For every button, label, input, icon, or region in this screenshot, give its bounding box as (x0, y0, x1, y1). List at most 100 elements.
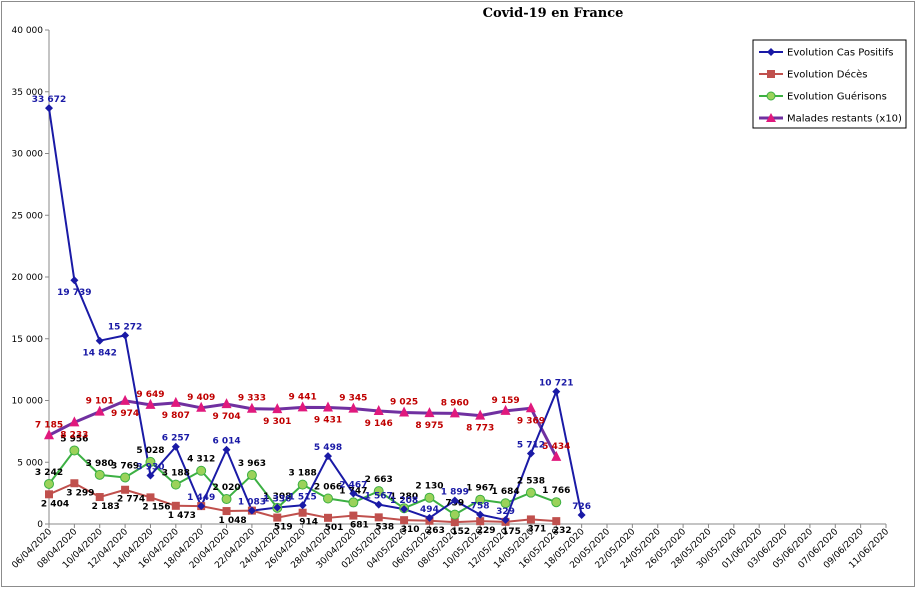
data-point-malades (246, 402, 257, 413)
data-label: 3 188 (289, 469, 317, 479)
data-label: 8 233 (60, 430, 88, 440)
y-tick-label: 20 000 (12, 273, 44, 283)
data-label: 2 467 (339, 481, 367, 491)
data-label: 1 083 (238, 498, 266, 508)
data-label: 519 (274, 523, 293, 533)
data-label: 2 156 (142, 502, 170, 512)
data-label: 1 308 (263, 492, 291, 502)
data-point-guerisons (348, 497, 359, 508)
data-point-malades (297, 401, 308, 412)
data-label: 2 020 (212, 483, 240, 493)
data-label: 9 441 (289, 392, 317, 402)
data-label: 1 766 (542, 486, 570, 496)
y-tick-label: 40 000 (12, 26, 44, 36)
data-label: 5 712 (517, 440, 545, 450)
data-label: 6 257 (162, 434, 190, 444)
data-point-deces (324, 513, 332, 522)
data-label: 3 769 (111, 461, 139, 471)
data-label: 3 963 (238, 459, 266, 469)
legend-marker (766, 91, 776, 101)
data-point-malades (94, 405, 105, 416)
data-point-deces (526, 515, 535, 524)
data-point-deces (400, 516, 409, 525)
data-point-malades (475, 409, 486, 420)
data-label: 229 (477, 526, 496, 536)
data-label: 15 272 (108, 322, 142, 332)
data-point-cas (45, 104, 53, 113)
data-point-guerisons (196, 465, 207, 476)
data-point-cas (273, 503, 282, 512)
data-label: 1 048 (218, 516, 246, 526)
data-label: 4 312 (187, 455, 215, 465)
data-label: 7 185 (35, 420, 63, 430)
data-label: 501 (325, 523, 344, 533)
data-point-cas (121, 331, 130, 340)
data-label: 8 960 (441, 398, 469, 408)
data-point-guerisons (44, 478, 54, 489)
data-label: 3 242 (35, 468, 63, 478)
y-tick-label: 0 (37, 520, 43, 530)
data-point-guerisons (500, 498, 511, 509)
data-point-malades (551, 450, 562, 461)
data-point-malades (500, 404, 511, 415)
data-label: 1 280 (390, 492, 418, 502)
data-point-cas (526, 449, 535, 458)
data-label: 9 101 (86, 397, 114, 407)
y-tick-label: 25 000 (12, 211, 44, 221)
data-point-malades (196, 401, 207, 412)
data-point-guerisons (475, 494, 486, 505)
data-point-cas (374, 500, 383, 509)
series-line-0 (48, 108, 583, 521)
data-label: 5 956 (60, 434, 88, 444)
data-point-deces (273, 513, 282, 522)
data-point-deces (171, 501, 180, 510)
data-point-malades (272, 403, 283, 414)
data-point-guerisons (145, 456, 156, 467)
data-label: 914 (299, 518, 318, 528)
data-label: 1 567 (365, 492, 393, 502)
data-label: 1 473 (168, 511, 196, 521)
data-label: 538 (375, 522, 394, 532)
data-point-deces (70, 479, 79, 488)
data-point-guerisons (221, 494, 232, 505)
y-tick-label: 15 000 (12, 335, 44, 345)
data-point-malades (44, 429, 54, 440)
data-label: 9 345 (339, 394, 367, 404)
data-label: 681 (350, 521, 369, 531)
data-label: 9 409 (187, 393, 215, 403)
data-point-guerisons (525, 487, 536, 498)
legend-marker (767, 48, 775, 56)
data-label: 6 014 (212, 437, 240, 447)
data-label: 9 025 (390, 398, 418, 408)
data-point-deces (121, 485, 130, 494)
data-point-cas (425, 513, 434, 522)
data-label: 2 663 (365, 475, 393, 485)
data-label: 2 130 (415, 482, 443, 492)
data-label: 1 515 (289, 492, 317, 502)
legend-marker (766, 113, 776, 122)
data-label: 9 649 (136, 390, 164, 400)
data-point-cas (197, 502, 206, 511)
data-label: 494 (420, 505, 439, 515)
data-label: 232 (553, 526, 572, 536)
data-point-malades (69, 416, 80, 427)
data-point-deces (222, 507, 231, 516)
data-point-guerisons (373, 486, 384, 497)
data-point-guerisons (170, 479, 181, 490)
data-point-malades (145, 398, 156, 409)
data-label: 758 (471, 502, 490, 512)
data-label: 329 (496, 507, 515, 517)
data-label: 1 684 (491, 487, 519, 497)
data-point-guerisons (120, 472, 131, 483)
data-label: 263 (426, 526, 445, 536)
data-point-guerisons (69, 445, 80, 456)
data-label: 2 183 (92, 502, 120, 512)
data-point-cas (222, 445, 231, 454)
data-label: 1 967 (466, 484, 494, 494)
data-point-guerisons (297, 479, 308, 490)
data-label: 2 066 (314, 482, 342, 492)
data-label: 2 538 (517, 477, 545, 487)
data-point-guerisons (246, 470, 257, 481)
data-label: 9 431 (314, 416, 342, 426)
